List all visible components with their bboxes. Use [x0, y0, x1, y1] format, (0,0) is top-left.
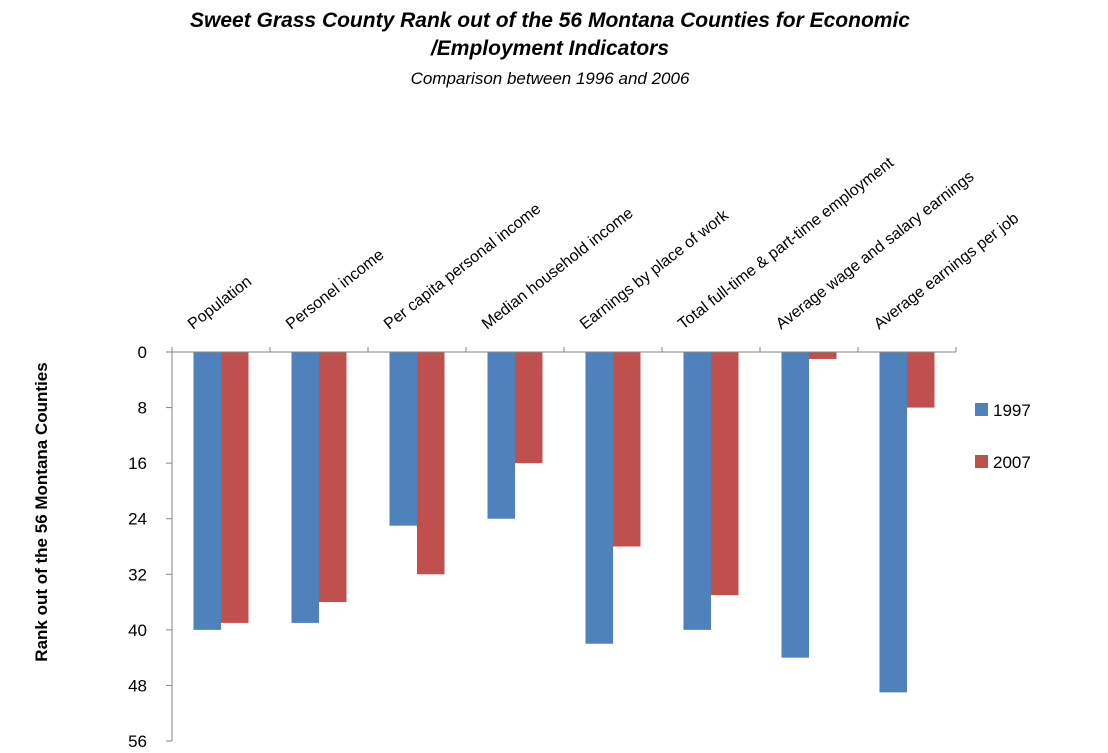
chart-subtitle: Comparison between 1996 and 2006 [411, 69, 690, 88]
chart-title-line2: /Employment Indicators [430, 37, 669, 60]
legend: 1997 2007 [975, 401, 1031, 472]
y-tick-label: 32 [128, 565, 147, 584]
bar-1997-3 [487, 352, 515, 519]
y-tick-label: 56 [128, 732, 147, 751]
legend-swatch-2007 [975, 455, 988, 468]
chart-title-line1: Sweet Grass County Rank out of the 56 Mo… [190, 9, 910, 32]
bar-1997-7 [879, 352, 907, 693]
category-label: Average wage and salary earnings [773, 168, 977, 333]
legend-swatch-1997 [975, 403, 988, 416]
category-label: Population [185, 273, 255, 333]
y-tick-label: 8 [138, 399, 147, 418]
bar-1997-2 [389, 352, 417, 526]
bar-2007-1 [319, 352, 347, 603]
bar-1997-0 [193, 352, 221, 630]
bar-1997-4 [585, 352, 613, 644]
bar-1997-1 [291, 352, 319, 623]
bar-2007-4 [613, 352, 641, 547]
bar-2007-5 [711, 352, 739, 596]
bar-2007-3 [515, 352, 543, 464]
y-tick-label: 0 [138, 343, 147, 362]
category-label: Personel income [283, 246, 387, 333]
plot-area: 0 8 16 24 32 40 48 56 Population Personel incomeP… [128, 154, 1022, 751]
category-label: Total full-time & part-time employment [675, 154, 898, 333]
bar-1997-6 [781, 352, 809, 658]
bar-2007-0 [221, 352, 249, 623]
y-tick-label: 40 [128, 621, 147, 640]
y-tick-label: 48 [128, 676, 147, 695]
bar-2007-7 [907, 352, 935, 408]
category-label: Per capita personal income [381, 200, 544, 333]
y-tick-label: 24 [128, 510, 147, 529]
y-tick-label: 16 [128, 454, 147, 473]
legend-label-2007: 2007 [993, 453, 1031, 472]
bar-2007-2 [417, 352, 445, 575]
y-axis-label: Rank out of the 56 Montana Counties [32, 362, 51, 661]
bar-1997-5 [683, 352, 711, 630]
bar-2007-6 [809, 352, 837, 359]
legend-label-1997: 1997 [993, 401, 1031, 420]
